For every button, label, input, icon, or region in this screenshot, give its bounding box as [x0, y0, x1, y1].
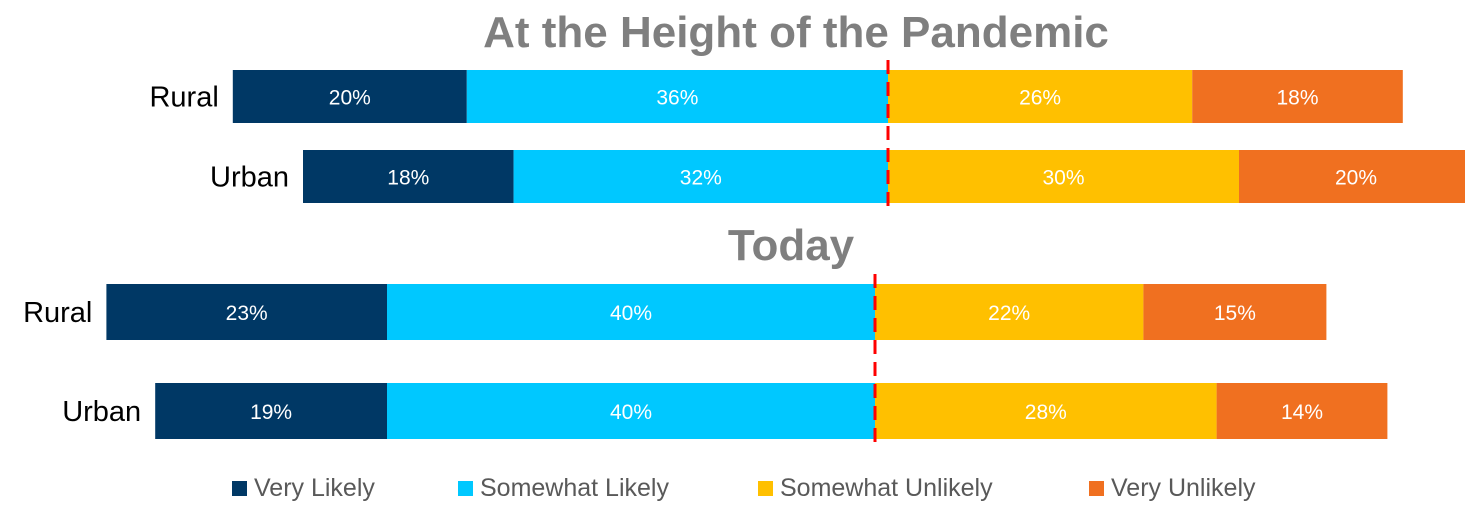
- legend-swatch: [1089, 481, 1104, 496]
- data-label: 18%: [1276, 87, 1318, 110]
- data-label: 36%: [656, 87, 698, 110]
- category-label: Urban: [210, 162, 289, 194]
- legend-swatch: [458, 481, 473, 496]
- data-label: 18%: [387, 167, 429, 190]
- data-label: 28%: [1025, 401, 1067, 424]
- bar-segment: [1239, 150, 1465, 203]
- legend-swatch: [232, 481, 247, 496]
- legend-label: Very Likely: [254, 474, 375, 502]
- data-label: 32%: [680, 167, 722, 190]
- chart-plot: Rural 20% 36% 26% 18% Urban 18% 32% 30% 20% Rural 2…: [23, 60, 1465, 448]
- legend-label: Somewhat Unlikely: [780, 474, 993, 502]
- legend-swatch: [758, 481, 773, 496]
- data-label: 15%: [1214, 302, 1256, 325]
- data-label: 23%: [226, 302, 268, 325]
- bar-segment: [513, 150, 888, 203]
- bar-segment: [1216, 383, 1388, 439]
- data-label: 26%: [1019, 87, 1061, 110]
- bar-segment: [888, 70, 1193, 123]
- data-label: 19%: [250, 401, 292, 424]
- legend-item-somewhat-unlikely: Somewhat Unlikely: [758, 474, 993, 503]
- legend-item-very-likely: Very Likely: [232, 474, 375, 503]
- data-label: 14%: [1281, 401, 1323, 424]
- legend-label: Very Unlikely: [1111, 474, 1256, 502]
- bar-segment: [1192, 70, 1403, 123]
- data-label: 22%: [988, 302, 1030, 325]
- data-label: 40%: [610, 401, 652, 424]
- category-label: Rural: [23, 297, 92, 329]
- bar-segment: [232, 70, 467, 123]
- bar-segment: [387, 284, 875, 340]
- legend-item-very-unlikely: Very Unlikely: [1089, 474, 1256, 503]
- data-label: 20%: [329, 87, 371, 110]
- bar-segment: [875, 284, 1144, 340]
- data-label: 20%: [1335, 167, 1377, 190]
- category-label: Urban: [62, 396, 141, 428]
- chart-title-pandemic: At the Height of the Pandemic: [483, 8, 1109, 57]
- bar-segment: [387, 383, 875, 439]
- chart-figure: At the Height of the Pandemic Today Rura…: [23, 8, 1465, 448]
- data-label: 30%: [1042, 167, 1084, 190]
- bar-segment: [888, 150, 1239, 203]
- legend-label: Somewhat Likely: [480, 474, 669, 502]
- chart-legend: Very Likely Somewhat Likely Somewhat Unl…: [0, 474, 1465, 510]
- bar-segment: [875, 383, 1217, 439]
- category-label: Rural: [149, 82, 218, 114]
- bar-segment: [106, 284, 388, 340]
- chart-title-today: Today: [727, 221, 855, 270]
- bar-segment: [303, 150, 514, 203]
- data-label: 40%: [610, 302, 652, 325]
- bar-segment: [466, 70, 888, 123]
- legend-item-somewhat-likely: Somewhat Likely: [458, 474, 669, 503]
- bar-segment: [1143, 284, 1327, 340]
- bar-segment: [155, 383, 387, 439]
